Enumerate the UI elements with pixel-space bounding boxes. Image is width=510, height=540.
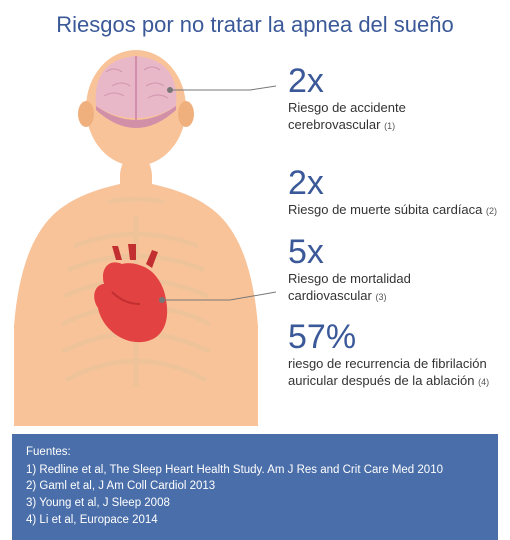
stat-description: riesgo de recurrencia de fibrilación aur…	[288, 356, 498, 390]
stat-number: 2x	[288, 64, 498, 98]
ear-left	[78, 101, 94, 127]
stat-afib: 57% riesgo de recurrencia de fibrilación…	[288, 320, 498, 390]
stat-cardiac-death: 2x Riesgo de muerte súbita cardíaca (2)	[288, 166, 498, 219]
source-item: 2) Gaml et al, J Am Coll Cardiol 2013	[26, 478, 484, 495]
content-area: 2x Riesgo de accidente cerebrovascular (…	[0, 46, 510, 426]
source-item: 3) Young et al, J Sleep 2008	[26, 495, 484, 512]
source-item: 4) Li et al, Europace 2014	[26, 512, 484, 529]
stats-column: 2x Riesgo de accidente cerebrovascular (…	[260, 46, 498, 426]
source-item: 1) Redline et al, The Sleep Heart Health…	[26, 462, 484, 479]
stat-description: Riesgo de muerte súbita cardíaca (2)	[288, 202, 498, 219]
stat-stroke: 2x Riesgo de accidente cerebrovascular (…	[288, 64, 498, 134]
stat-description: Riesgo de mortalidad cardiovascular (3)	[288, 271, 498, 305]
stat-cv-mortality: 5x Riesgo de mortalidad cardiovascular (…	[288, 235, 498, 305]
body-illustration	[12, 46, 260, 426]
stat-number: 57%	[288, 320, 498, 354]
stat-number: 5x	[288, 235, 498, 269]
stat-number: 2x	[288, 166, 498, 200]
sources-title: Fuentes:	[26, 444, 484, 461]
infographic-title: Riesgos por no tratar la apnea del sueño	[0, 0, 510, 46]
ear-right	[178, 101, 194, 127]
brain-icon	[96, 56, 177, 128]
sources-box: Fuentes: 1) Redline et al, The Sleep Hea…	[12, 434, 498, 540]
stat-description: Riesgo de accidente cerebrovascular (1)	[288, 100, 498, 134]
